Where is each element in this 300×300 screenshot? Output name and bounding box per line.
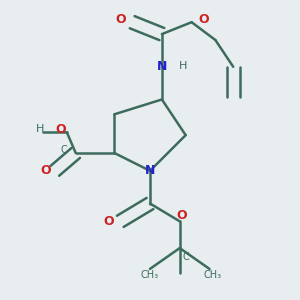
Text: O: O <box>176 209 187 222</box>
Text: N: N <box>157 60 167 73</box>
Text: O: O <box>115 13 126 26</box>
Text: H: H <box>178 61 187 71</box>
Text: O: O <box>103 215 114 228</box>
Text: O: O <box>198 13 209 26</box>
Text: H: H <box>36 124 44 134</box>
Text: O: O <box>41 164 51 177</box>
Text: C: C <box>60 145 67 155</box>
Text: CH₃: CH₃ <box>203 270 221 280</box>
Text: N: N <box>145 164 155 177</box>
Text: CH₃: CH₃ <box>141 270 159 280</box>
Text: O: O <box>56 123 66 136</box>
Text: C: C <box>182 252 189 262</box>
